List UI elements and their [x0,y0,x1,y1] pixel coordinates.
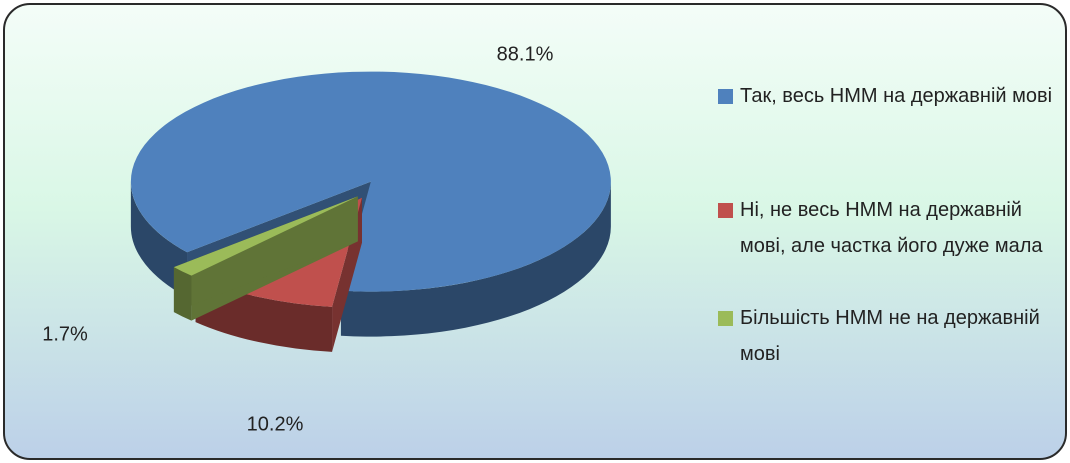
data-label: 1.7% [42,323,88,345]
legend-swatch [718,89,733,104]
legend-label: Так, весь НММ на державній мові [740,85,1053,107]
pie [130,71,611,352]
slice [130,71,611,292]
data-label: 88.1% [497,43,554,65]
legend-label: Більшість НММ не на державній мові [740,307,1040,365]
slice-side [173,267,192,321]
slice-side [130,181,188,298]
slice-side [340,181,611,337]
legend-swatch [718,203,733,218]
slice [173,196,358,276]
legend-label: Ні, не весь НММ на державній мові, але ч… [740,199,1043,257]
data-label: 10.2% [247,413,304,435]
slice-side [173,196,358,313]
legend-swatch [718,311,733,326]
